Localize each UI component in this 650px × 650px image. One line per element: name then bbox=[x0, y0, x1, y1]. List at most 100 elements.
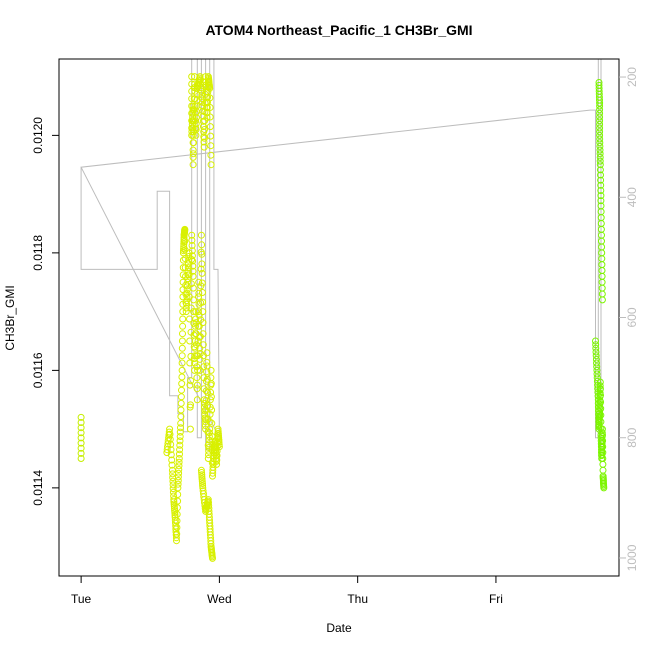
data-point bbox=[189, 131, 197, 139]
data-point bbox=[198, 260, 206, 268]
data-point bbox=[207, 142, 215, 150]
data-point bbox=[592, 341, 600, 349]
data-point bbox=[198, 473, 206, 481]
data-point bbox=[596, 142, 604, 150]
data-point bbox=[188, 95, 196, 103]
data-point bbox=[199, 289, 206, 296]
data-point bbox=[175, 462, 183, 470]
data-point bbox=[198, 475, 206, 483]
data-point bbox=[77, 429, 85, 437]
data-point bbox=[197, 84, 205, 92]
data-point bbox=[177, 399, 185, 407]
data-point bbox=[194, 308, 202, 316]
data-point bbox=[592, 352, 600, 360]
data-point bbox=[198, 469, 206, 476]
y-tick-label: 0.0120 bbox=[31, 117, 45, 154]
data-point bbox=[192, 117, 199, 125]
data-point bbox=[189, 150, 197, 158]
data-point bbox=[197, 265, 205, 273]
data-point bbox=[173, 530, 181, 538]
data-point bbox=[176, 441, 184, 449]
data-point bbox=[170, 496, 178, 504]
plot-frame bbox=[58, 58, 620, 577]
y-tick-label: 0.0114 bbox=[31, 470, 45, 506]
data-point bbox=[179, 315, 187, 323]
data-point bbox=[199, 298, 207, 306]
data-point bbox=[195, 289, 203, 297]
data-point bbox=[175, 466, 183, 473]
data-point bbox=[168, 456, 176, 464]
data-point bbox=[198, 471, 206, 479]
data-point bbox=[191, 95, 199, 103]
data-point bbox=[592, 337, 599, 345]
data-point bbox=[596, 131, 604, 139]
data-point bbox=[209, 554, 216, 562]
data-point bbox=[596, 113, 604, 121]
data-point bbox=[180, 245, 188, 252]
data-point bbox=[206, 94, 214, 102]
data-point bbox=[179, 308, 187, 316]
data-point bbox=[173, 537, 180, 545]
y-axis: 0.0114 0.0116 0.0118 0.0120 bbox=[31, 117, 59, 506]
data-point bbox=[189, 102, 197, 110]
data-point bbox=[203, 362, 211, 370]
data-point bbox=[596, 153, 604, 161]
data-point bbox=[197, 466, 205, 474]
data-point bbox=[169, 477, 177, 485]
y2-axis: 200 400 600 800 1000 bbox=[619, 67, 639, 571]
data-point bbox=[598, 284, 606, 292]
data-point bbox=[599, 466, 607, 474]
data-point bbox=[192, 322, 199, 330]
data-point bbox=[192, 315, 200, 323]
data-point bbox=[185, 256, 193, 264]
data-point bbox=[206, 84, 214, 92]
data-point bbox=[178, 359, 186, 367]
data-point bbox=[203, 104, 211, 111]
data-point bbox=[208, 419, 216, 427]
data-point bbox=[167, 446, 175, 454]
data-point bbox=[215, 436, 223, 444]
data-point bbox=[167, 451, 175, 459]
data-point bbox=[173, 517, 181, 525]
data-point bbox=[77, 449, 85, 457]
data-point bbox=[203, 375, 211, 383]
data-point bbox=[178, 366, 186, 374]
data-point bbox=[189, 262, 197, 270]
data-point bbox=[206, 123, 214, 131]
data-point bbox=[196, 344, 204, 352]
y-tick-label: 0.0116 bbox=[31, 352, 45, 388]
data-point bbox=[183, 300, 191, 308]
data-point bbox=[207, 388, 215, 396]
data-point bbox=[178, 344, 186, 352]
data-point bbox=[597, 411, 605, 419]
data-point bbox=[174, 477, 182, 484]
data-point bbox=[181, 225, 189, 233]
data-point bbox=[189, 267, 197, 275]
data-point bbox=[176, 428, 184, 436]
data-point bbox=[598, 255, 606, 263]
data-point bbox=[199, 330, 207, 338]
data-point bbox=[189, 153, 197, 161]
data-point bbox=[175, 458, 183, 466]
data-point bbox=[196, 366, 204, 374]
data-point bbox=[598, 444, 606, 451]
data-point bbox=[199, 482, 207, 490]
data-point bbox=[207, 374, 215, 382]
data-point bbox=[598, 296, 606, 304]
data-point bbox=[201, 126, 208, 133]
data-point bbox=[598, 249, 606, 257]
x-tick-label: Wed bbox=[207, 592, 231, 606]
data-point bbox=[176, 450, 183, 458]
data-point bbox=[169, 485, 177, 493]
data-point bbox=[187, 401, 194, 409]
data-point bbox=[179, 264, 187, 272]
data-point bbox=[190, 296, 197, 304]
data-point bbox=[171, 504, 178, 512]
data-point bbox=[191, 109, 199, 117]
data-point bbox=[185, 271, 193, 279]
data-point bbox=[196, 333, 203, 341]
data-point bbox=[214, 430, 222, 437]
data-point bbox=[175, 455, 183, 462]
data-point bbox=[195, 311, 203, 319]
